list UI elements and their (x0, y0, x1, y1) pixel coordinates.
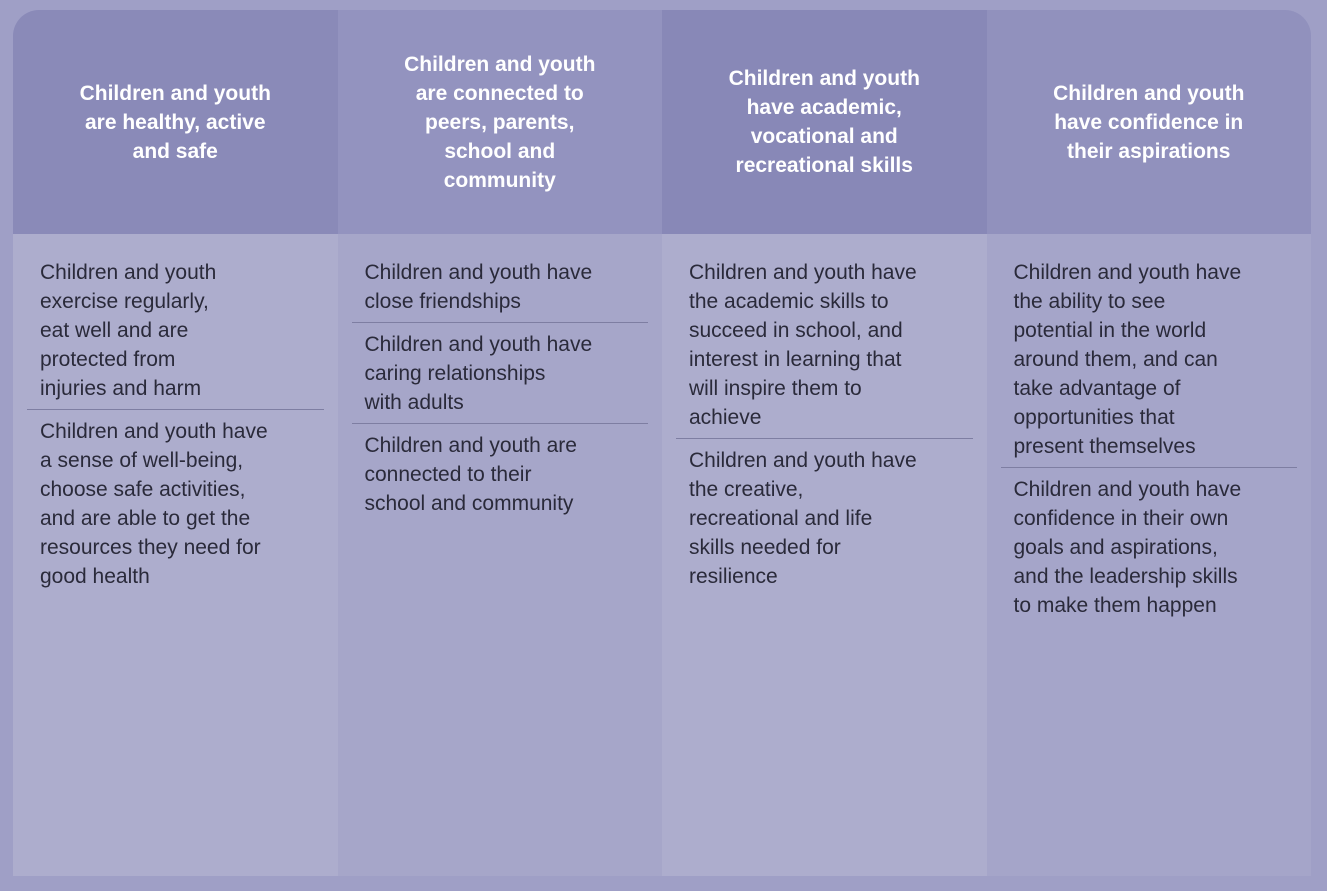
column-heading: Children and youth have academic, vocati… (662, 10, 987, 234)
column-body: Children and youth have the academic ski… (662, 234, 987, 876)
column-body: Children and youth have close friendship… (337, 234, 662, 876)
outcome-item: Children and youth are connected to thei… (351, 423, 648, 524)
outcome-column-connected: Children and youth are connected to peer… (337, 10, 662, 876)
outcome-item: Children and youth have close friendship… (364, 261, 593, 313)
column-heading: Children and youth are healthy, active a… (13, 10, 338, 234)
outcome-item: Children and youth have a sense of well-… (27, 409, 324, 597)
outcome-item: Children and youth have caring relations… (351, 322, 648, 423)
outcome-item: Children and youth have the ability to s… (1013, 261, 1242, 458)
column-body: Children and youth have the ability to s… (986, 234, 1311, 876)
outcome-item: Children and youth have confidence in th… (1000, 467, 1297, 626)
outcome-column-skills: Children and youth have academic, vocati… (662, 10, 987, 876)
outcome-item: Children and youth have the academic ski… (689, 261, 917, 429)
column-body: Children and youth exercise regularly, e… (13, 234, 338, 876)
outcome-column-aspirations: Children and youth have confidence in th… (986, 10, 1311, 876)
outcomes-board: Children and youth are healthy, active a… (13, 10, 1311, 876)
outcome-item: Children and youth have the creative, re… (676, 438, 973, 597)
column-heading: Children and youth have confidence in th… (986, 10, 1311, 234)
outcome-item: Children and youth exercise regularly, e… (40, 261, 217, 400)
column-heading: Children and youth are connected to peer… (337, 10, 662, 234)
outcome-column-healthy: Children and youth are healthy, active a… (13, 10, 338, 876)
